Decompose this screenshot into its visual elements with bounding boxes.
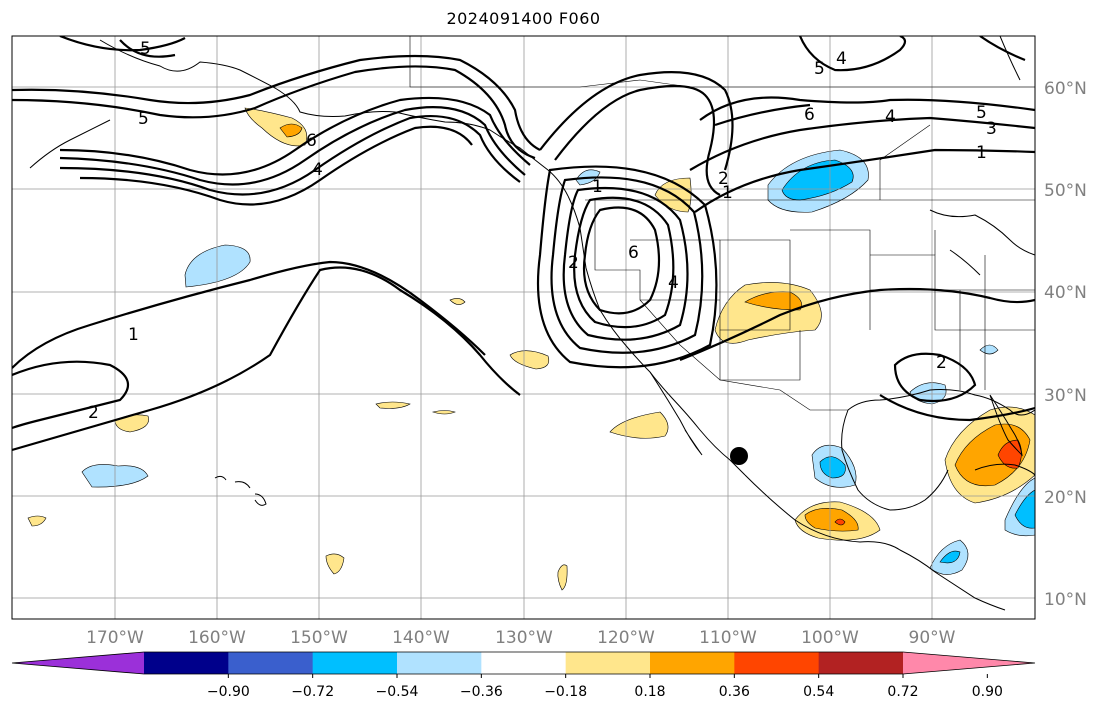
colorbar-segment <box>650 652 735 674</box>
shade-positive-strong <box>744 291 802 311</box>
colorbar-tick-label: −0.90 <box>207 684 250 700</box>
shade-positive <box>375 401 411 409</box>
contour-label: 2 <box>936 353 947 373</box>
colorbar-tick-label: 0.18 <box>634 684 665 700</box>
shade-negative-strong <box>819 456 846 479</box>
colorbar-segment <box>818 652 904 674</box>
colorbar-tick-label: 0.72 <box>887 684 918 700</box>
map-frame <box>11 35 1036 620</box>
lon-label: 110°W <box>699 628 757 648</box>
shade-positive <box>325 553 345 575</box>
contour-label: 4 <box>885 107 896 127</box>
colorbar-tick-label: 0.54 <box>803 684 834 700</box>
height-contours <box>12 36 1035 452</box>
contour-label: 5 <box>976 103 987 123</box>
contour-label: 2 <box>88 403 99 423</box>
colorbar-tick-label: 0.90 <box>972 684 1003 700</box>
colorbar-segment <box>481 652 567 674</box>
shade-positive <box>609 411 669 439</box>
contour-label: 1 <box>592 177 603 197</box>
lat-label: 10°N <box>1044 590 1087 610</box>
contour-label: 1 <box>976 143 987 163</box>
shade-positive <box>714 282 822 344</box>
contour-label: 4 <box>668 273 679 293</box>
colorbar-extend-low <box>12 652 144 674</box>
lon-label: 170°W <box>86 628 144 648</box>
colorbar-tick-label: −0.72 <box>291 684 334 700</box>
colorbar-tick-label: −0.36 <box>460 684 503 700</box>
shade-positive-strong <box>804 508 859 532</box>
contour-label: 6 <box>628 243 639 263</box>
lon-label: 120°W <box>597 628 655 648</box>
colorbar: −0.90 −0.72 −0.54 −0.36 −0.18 0.18 0.36 0.54 0.7… <box>11 651 1036 700</box>
lon-label: 140°W <box>392 628 450 648</box>
colorbar-tick-label: −0.18 <box>544 684 587 700</box>
contour-label: 2 <box>718 169 729 189</box>
lat-label: 30°N <box>1044 386 1087 406</box>
shade-negative-strong <box>781 159 854 201</box>
colorbar-tick-label: 0.36 <box>719 684 750 700</box>
colorbar-segment <box>312 652 398 674</box>
contour-label: 4 <box>312 160 323 180</box>
lat-label: 40°N <box>1044 283 1087 303</box>
shade-positive <box>557 564 568 591</box>
shade-negative-strong <box>939 550 961 564</box>
colorbar-segment <box>397 652 482 674</box>
shade-positive-strong <box>279 123 303 138</box>
colorbar-tick-label: −0.54 <box>376 684 419 700</box>
lat-label: 50°N <box>1044 181 1087 201</box>
contour-label: 5 <box>140 39 151 59</box>
lat-label: 20°N <box>1044 488 1087 508</box>
contour-label: 5 <box>814 59 825 79</box>
colorbar-outline <box>11 651 1036 675</box>
contour-label: 6 <box>804 105 815 125</box>
shade-positive <box>509 350 550 370</box>
lon-label: 130°W <box>495 628 553 648</box>
lon-label: 100°W <box>801 628 859 648</box>
shade-positive <box>27 515 47 527</box>
shade-positive <box>114 414 149 433</box>
colorbar-extend-high <box>903 652 1035 674</box>
lon-label: 160°W <box>188 628 246 648</box>
shade-positive <box>449 298 466 305</box>
contour-labels: 5 5 6 4 1 2 5 4 6 4 5 3 1 2 1 6 4 2 1 2 <box>88 39 997 423</box>
contour-label: 6 <box>306 131 317 151</box>
longitude-labels: 170°W 160°W 150°W 140°W 130°W 120°W 110°… <box>86 628 956 648</box>
latitude-labels: 60°N 50°N 40°N 30°N 20°N 10°N <box>1044 79 1087 610</box>
map-title: 2024091400 F060 <box>446 9 601 28</box>
colorbar-segment <box>734 652 820 674</box>
political-borders <box>409 36 1035 411</box>
contour-label: 5 <box>138 109 149 129</box>
contour-label: 2 <box>568 253 579 273</box>
colorbar-segment <box>228 652 314 674</box>
shade-negative <box>184 244 251 288</box>
contour-label: 3 <box>986 119 997 139</box>
location-marker <box>730 447 748 465</box>
coastlines <box>29 36 1035 611</box>
shade-positive-strong <box>954 423 1031 487</box>
lon-label: 90°W <box>909 628 956 648</box>
colorbar-segment <box>565 652 651 674</box>
shade-positive <box>431 410 456 415</box>
lat-label: 60°N <box>1044 79 1087 99</box>
contour-label: 4 <box>836 49 847 69</box>
shade-positive-max <box>834 518 846 526</box>
shade-negative <box>979 344 999 355</box>
contour-label: 1 <box>128 325 139 345</box>
contour-label: 1 <box>722 183 733 203</box>
colorbar-segment <box>144 652 229 674</box>
shade-negative-strong <box>1014 489 1035 529</box>
lon-label: 150°W <box>290 628 348 648</box>
gridlines <box>12 36 1035 619</box>
